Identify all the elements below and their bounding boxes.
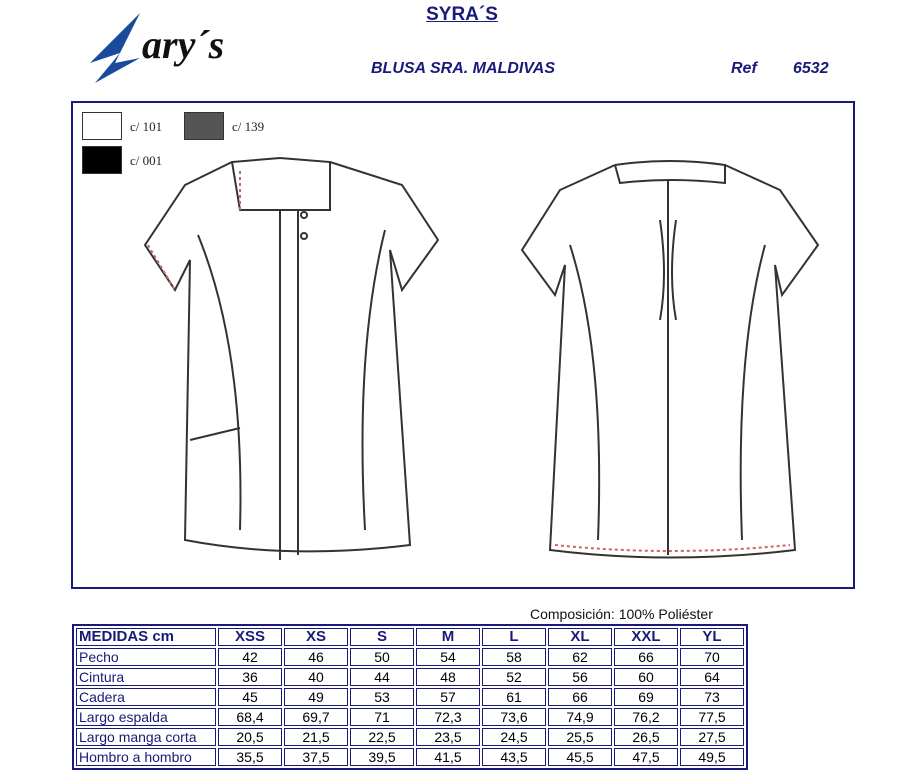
- table-cell: 74,9: [548, 708, 612, 726]
- header-cell: YL: [680, 628, 744, 646]
- table-cell: 20,5: [218, 728, 282, 746]
- ref-value: 6532: [793, 60, 829, 77]
- table-row: Largo espalda 68,4 69,7 71 72,3 73,6 74,9 76,2 7…: [76, 708, 744, 726]
- table-cell: 40: [284, 668, 348, 686]
- table-cell: 66: [614, 648, 678, 666]
- table-cell: 48: [416, 668, 480, 686]
- table-cell: 43,5: [482, 748, 546, 766]
- header-cell: M: [416, 628, 480, 646]
- table-cell: 60: [614, 668, 678, 686]
- front-view-drawing: [143, 156, 440, 560]
- table-cell: 64: [680, 668, 744, 686]
- ref-label: Ref: [731, 60, 757, 77]
- table-cell: 73,6: [482, 708, 546, 726]
- table-cell: 26,5: [614, 728, 678, 746]
- table-cell: 25,5: [548, 728, 612, 746]
- table-cell: 69: [614, 688, 678, 706]
- table-cell: 54: [416, 648, 480, 666]
- table-cell: Largo espalda: [76, 708, 216, 726]
- size-table: MEDIDAS cm XSS XS S M L XL XXL YL Pecho 4…: [72, 624, 748, 770]
- table-cell: 50: [350, 648, 414, 666]
- color-label: c/ 139: [232, 119, 265, 134]
- table-cell: 61: [482, 688, 546, 706]
- table-cell: 45: [218, 688, 282, 706]
- table-cell: Largo manga corta: [76, 728, 216, 746]
- table-cell: 23,5: [416, 728, 480, 746]
- header-cell: S: [350, 628, 414, 646]
- table-cell: 72,3: [416, 708, 480, 726]
- table-cell: 77,5: [680, 708, 744, 726]
- table-cell: 56: [548, 668, 612, 686]
- table-cell: 35,5: [218, 748, 282, 766]
- table-cell: 69,7: [284, 708, 348, 726]
- table-cell: 47,5: [614, 748, 678, 766]
- table-cell: 41,5: [416, 748, 480, 766]
- table-cell: Cintura: [76, 668, 216, 686]
- table-cell: 49,5: [680, 748, 744, 766]
- color-label: c/ 001: [130, 153, 163, 168]
- table-row: Cintura 36 40 44 48 52 56 60 64: [76, 668, 744, 686]
- brand-logo: ary´s: [90, 13, 224, 83]
- table-cell: 66: [548, 688, 612, 706]
- table-cell: 76,2: [614, 708, 678, 726]
- header-cell: XL: [548, 628, 612, 646]
- table-cell: 46: [284, 648, 348, 666]
- table-cell: 71: [350, 708, 414, 726]
- table-cell: Hombro a hombro: [76, 748, 216, 766]
- table-cell: 44: [350, 668, 414, 686]
- table-row: Hombro a hombro 35,5 37,5 39,5 41,5 43,5 45,5 4…: [76, 748, 744, 766]
- header-cell: L: [482, 628, 546, 646]
- header-cell: XSS: [218, 628, 282, 646]
- table-cell: 24,5: [482, 728, 546, 746]
- svg-text:ary´s: ary´s: [142, 22, 224, 67]
- table-cell: 22,5: [350, 728, 414, 746]
- table-cell: 27,5: [680, 728, 744, 746]
- table-row: Pecho 42 46 50 54 58 62 66 70: [76, 648, 744, 666]
- color-swatch-101: [82, 112, 122, 140]
- table-row: Cadera 45 49 53 57 61 66 69 73: [76, 688, 744, 706]
- table-row: Largo manga corta 20,5 21,5 22,5 23,5 24,5 25,…: [76, 728, 744, 746]
- table-cell: 52: [482, 668, 546, 686]
- garment-frame: [71, 101, 855, 589]
- table-cell: 39,5: [350, 748, 414, 766]
- header-cell: MEDIDAS cm: [76, 628, 216, 646]
- table-cell: 45,5: [548, 748, 612, 766]
- back-view-drawing: [520, 160, 820, 559]
- table-header-row: MEDIDAS cm XSS XS S M L XL XXL YL: [76, 628, 744, 646]
- table-cell: 57: [416, 688, 480, 706]
- color-swatch-001: [82, 146, 122, 174]
- composition: Composición: 100% Poliéster: [530, 606, 713, 622]
- table-cell: 58: [482, 648, 546, 666]
- color-swatch-139: [184, 112, 224, 140]
- table-cell: 37,5: [284, 748, 348, 766]
- header-cell: XXL: [614, 628, 678, 646]
- table-cell: 70: [680, 648, 744, 666]
- table-cell: 36: [218, 668, 282, 686]
- table-cell: 21,5: [284, 728, 348, 746]
- table-cell: Cadera: [76, 688, 216, 706]
- product-name: BLUSA SRA. MALDIVAS: [371, 60, 555, 77]
- header-cell: XS: [284, 628, 348, 646]
- table-cell: 73: [680, 688, 744, 706]
- table-cell: Pecho: [76, 648, 216, 666]
- color-label: c/ 101: [130, 119, 163, 134]
- page-title: SYRA´S: [426, 4, 498, 25]
- table-cell: 68,4: [218, 708, 282, 726]
- table-cell: 53: [350, 688, 414, 706]
- table-cell: 42: [218, 648, 282, 666]
- table-cell: 62: [548, 648, 612, 666]
- table-cell: 49: [284, 688, 348, 706]
